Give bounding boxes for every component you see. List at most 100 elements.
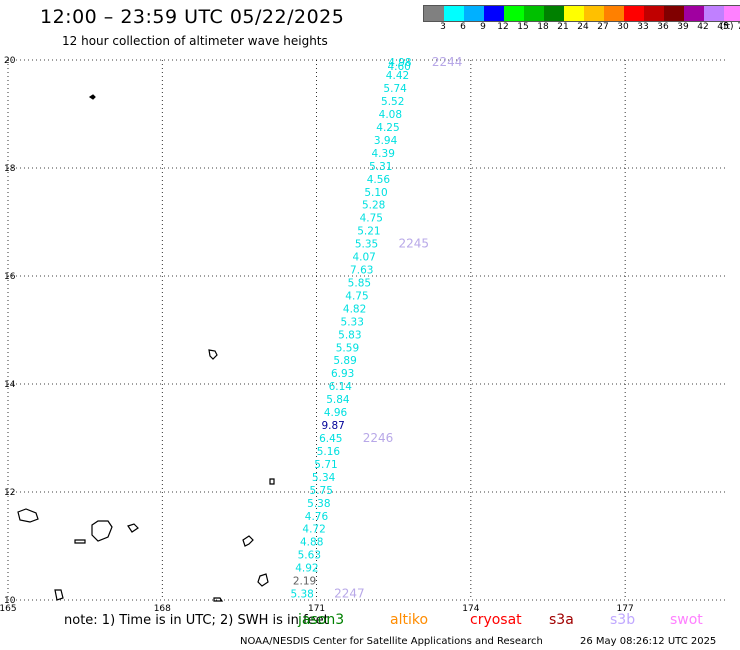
legend-label: 15	[517, 22, 529, 32]
legend-label: 39	[677, 22, 689, 32]
legend-unit: (ft)	[720, 22, 734, 32]
footer-credit: NOAA/NESDIS Center for Satellite Applica…	[240, 636, 543, 647]
legend-labels: 36912151821242730333639424570	[423, 22, 740, 34]
wave-height-value: 4.07	[352, 252, 375, 264]
pass-time-label: 2246	[363, 431, 394, 445]
wave-height-value: 5.71	[314, 459, 337, 471]
wave-height-value: 4.08	[379, 109, 402, 121]
lon-tick-label: 168	[154, 604, 171, 614]
legend-label: 70	[737, 22, 740, 32]
island-atoll-e	[269, 478, 275, 485]
lat-tick-label: 20	[4, 56, 16, 66]
wave-height-value: 5.59	[336, 342, 359, 354]
wave-height-value: 6.45	[319, 433, 342, 445]
legend-swatch	[704, 6, 724, 21]
legend-label: 27	[597, 22, 609, 32]
wave-height-value: 3.94	[374, 135, 398, 147]
legend-swatch	[484, 6, 504, 21]
wave-height-value: 4.98	[388, 57, 411, 69]
wave-height-value: 4.76	[305, 511, 329, 523]
island-outlines	[17, 94, 275, 602]
color-legend	[423, 5, 740, 22]
legend-swatch	[424, 6, 444, 21]
island-atoll-north	[208, 349, 218, 360]
wave-height-value: 5.16	[317, 446, 341, 458]
wave-height-value: 5.83	[338, 329, 361, 341]
altimeter-track: 4.984.604.425.745.524.084.253.944.395.31…	[290, 55, 462, 600]
legend-label: 30	[617, 22, 629, 32]
legend-swatch	[584, 6, 604, 21]
lat-tick-label: 16	[4, 272, 16, 282]
wave-height-value: 4.56	[367, 174, 391, 186]
wave-height-value: 4.88	[300, 537, 323, 549]
legend-swatch	[624, 6, 644, 21]
legend-swatch	[444, 6, 464, 21]
wave-height-value: 5.52	[381, 96, 404, 108]
wave-height-value: 4.72	[302, 524, 325, 536]
wave-height-value: 5.33	[341, 316, 364, 328]
wave-height-value: 5.75	[310, 485, 333, 497]
wave-height-value: 5.85	[348, 277, 371, 289]
lat-tick-label: 12	[4, 488, 15, 498]
legend-swatch	[644, 6, 664, 21]
wave-height-value: 5.74	[383, 83, 407, 95]
legend-swatch	[724, 6, 740, 21]
legend-swatch	[684, 6, 704, 21]
legend-swatch	[604, 6, 624, 21]
satellite-label-cryosat: cryosat	[470, 612, 522, 628]
legend-label: 18	[537, 22, 549, 32]
wave-height-value: 4.92	[295, 563, 318, 575]
lon-tick-label: 165	[0, 604, 17, 614]
pass-time-label: 2247	[334, 587, 365, 601]
lat-tick-label: 10	[4, 596, 16, 606]
satellite-label-swot: swot	[670, 612, 703, 628]
island-atoll-c	[74, 539, 86, 544]
map-title: 12:00 – 23:59 UTC 05/22/2025	[40, 6, 345, 28]
legend-label: 9	[480, 22, 486, 32]
wave-height-value: 5.10	[364, 187, 387, 199]
wave-height-value: 2.19	[293, 576, 316, 588]
legend-swatch	[524, 6, 544, 21]
island-atoll-h	[213, 597, 224, 602]
wave-height-value: 6.93	[331, 368, 354, 380]
wave-height-value: 4.39	[372, 148, 395, 160]
wave-height-value: 6.14	[329, 381, 353, 393]
legend-label: 45	[717, 22, 729, 32]
island-atoll-g	[54, 589, 64, 601]
wave-height-value: 4.82	[343, 303, 366, 315]
legend-swatch	[564, 6, 584, 21]
wave-height-value: 4.96	[324, 407, 348, 419]
lat-tick-label: 14	[4, 380, 16, 390]
satellite-label-s3b: s3b	[610, 612, 636, 628]
satellite-label-altiko: altiko	[390, 612, 429, 628]
satellite-label-s3a: s3a	[549, 612, 574, 628]
island-atoll-a	[91, 520, 113, 542]
graticule	[7, 59, 728, 601]
legend-swatch	[504, 6, 524, 21]
legend-label: 36	[657, 22, 669, 32]
lon-tick-label: 174	[462, 604, 479, 614]
legend-label: 21	[557, 22, 569, 32]
legend-swatch	[464, 6, 484, 21]
wave-height-value: 4.75	[360, 213, 383, 225]
legend-label: 24	[577, 22, 589, 32]
legend-swatch	[664, 6, 684, 21]
wave-height-value: 5.38	[290, 589, 313, 601]
footer-note: note: 1) Time is in UTC; 2) SWH is in fe…	[64, 613, 329, 628]
wave-height-value: 9.87	[321, 420, 344, 432]
wave-height-value: 4.75	[345, 290, 368, 302]
lon-tick-label: 177	[617, 604, 634, 614]
island-wake	[88, 94, 96, 100]
pass-time-label: 2244	[432, 55, 463, 69]
legend-label: 12	[497, 22, 509, 32]
wave-height-value: 5.34	[312, 472, 336, 484]
wave-height-value: 5.35	[355, 239, 378, 251]
wave-height-value: 4.42	[386, 70, 409, 82]
wave-height-value: 4.25	[376, 122, 399, 134]
wave-height-value: 5.21	[357, 226, 380, 238]
wave-height-value: 5.89	[333, 355, 356, 367]
wave-height-value: 5.38	[307, 498, 330, 510]
wave-height-value: 5.63	[298, 550, 321, 562]
legend-label: 42	[697, 22, 709, 32]
